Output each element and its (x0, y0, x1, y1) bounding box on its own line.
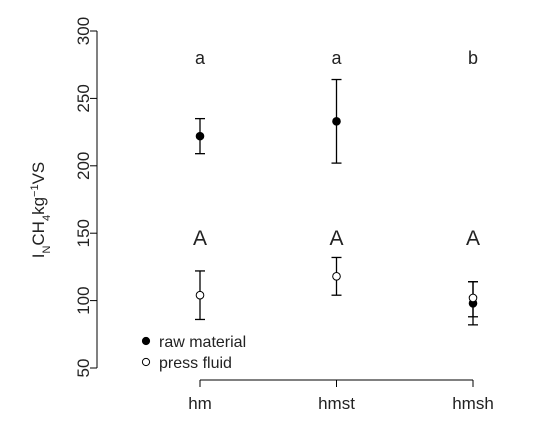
x-tick-label-hm: hm (188, 394, 212, 413)
letter-raw-material-hmsh: b (468, 48, 478, 68)
y-tick-label-250: 250 (74, 84, 93, 112)
y-tick-label-100: 100 (74, 286, 93, 314)
legend-label-press-fluid: press fluid (159, 355, 232, 372)
letter-raw-material-hmst: a (331, 48, 342, 68)
point-raw-material-hm (195, 131, 205, 141)
point-press-fluid-hmst (332, 272, 341, 281)
y-axis: 50 100 150 200 250 300 (74, 17, 98, 378)
x-tick-label-hmst: hmst (318, 394, 355, 413)
y-tick-label-50: 50 (74, 359, 93, 378)
y-axis-title: INCH4kg−1VS (29, 162, 53, 259)
legend-marker-raw-material (141, 336, 151, 346)
x-axis: hm hmst hmsh (188, 379, 494, 413)
point-raw-material-hmst (332, 117, 341, 126)
point-press-fluid-hmsh (468, 293, 478, 303)
letter-press-fluid-hmst: A (329, 227, 343, 250)
y-tick-label-150: 150 (74, 219, 93, 247)
x-tick-label-hmsh: hmsh (452, 394, 494, 413)
legend-label-raw-material: raw material (159, 334, 246, 351)
legend: raw material press fluid (141, 334, 246, 372)
letter-raw-material-hm: a (195, 48, 206, 68)
legend-marker-press-fluid (141, 357, 151, 367)
point-press-fluid-hm (195, 290, 205, 300)
y-tick-label-300: 300 (74, 17, 93, 45)
letter-press-fluid-hmsh: A (466, 227, 480, 250)
y-tick-label-200: 200 (74, 152, 93, 180)
plot-marks (195, 78, 478, 326)
significance-letters: a a b A A A (193, 48, 480, 250)
letter-press-fluid-hm: A (193, 227, 207, 250)
